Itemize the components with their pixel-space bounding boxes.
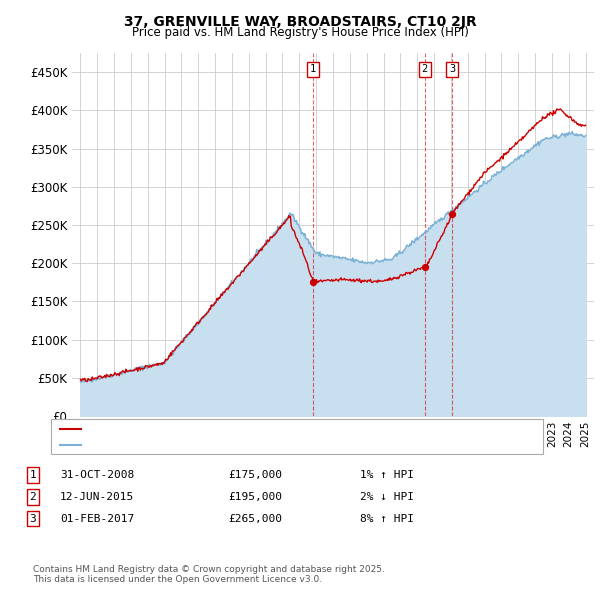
Text: 01-FEB-2017: 01-FEB-2017 (60, 514, 134, 523)
Text: 1: 1 (29, 470, 37, 480)
Text: 3: 3 (449, 64, 455, 74)
Text: 2% ↓ HPI: 2% ↓ HPI (360, 492, 414, 502)
Text: 8% ↑ HPI: 8% ↑ HPI (360, 514, 414, 523)
Text: 37, GRENVILLE WAY, BROADSTAIRS, CT10 2JR (semi-detached house): 37, GRENVILLE WAY, BROADSTAIRS, CT10 2JR… (84, 424, 444, 434)
Text: 31-OCT-2008: 31-OCT-2008 (60, 470, 134, 480)
Text: £195,000: £195,000 (228, 492, 282, 502)
Text: Price paid vs. HM Land Registry's House Price Index (HPI): Price paid vs. HM Land Registry's House … (131, 26, 469, 39)
Text: 37, GRENVILLE WAY, BROADSTAIRS, CT10 2JR: 37, GRENVILLE WAY, BROADSTAIRS, CT10 2JR (124, 15, 476, 29)
Text: 2: 2 (422, 64, 428, 74)
Text: 1: 1 (310, 64, 316, 74)
Point (308, 277, 318, 287)
Text: Contains HM Land Registry data © Crown copyright and database right 2025.
This d: Contains HM Land Registry data © Crown c… (33, 565, 385, 584)
Text: HPI: Average price, semi-detached house, Thanet: HPI: Average price, semi-detached house,… (84, 441, 342, 450)
Point (448, 209, 457, 218)
Text: 1% ↑ HPI: 1% ↑ HPI (360, 470, 414, 480)
Text: 3: 3 (29, 514, 37, 523)
Text: £175,000: £175,000 (228, 470, 282, 480)
Text: £265,000: £265,000 (228, 514, 282, 523)
Text: 2: 2 (29, 492, 37, 502)
Text: 12-JUN-2015: 12-JUN-2015 (60, 492, 134, 502)
Point (420, 263, 430, 272)
